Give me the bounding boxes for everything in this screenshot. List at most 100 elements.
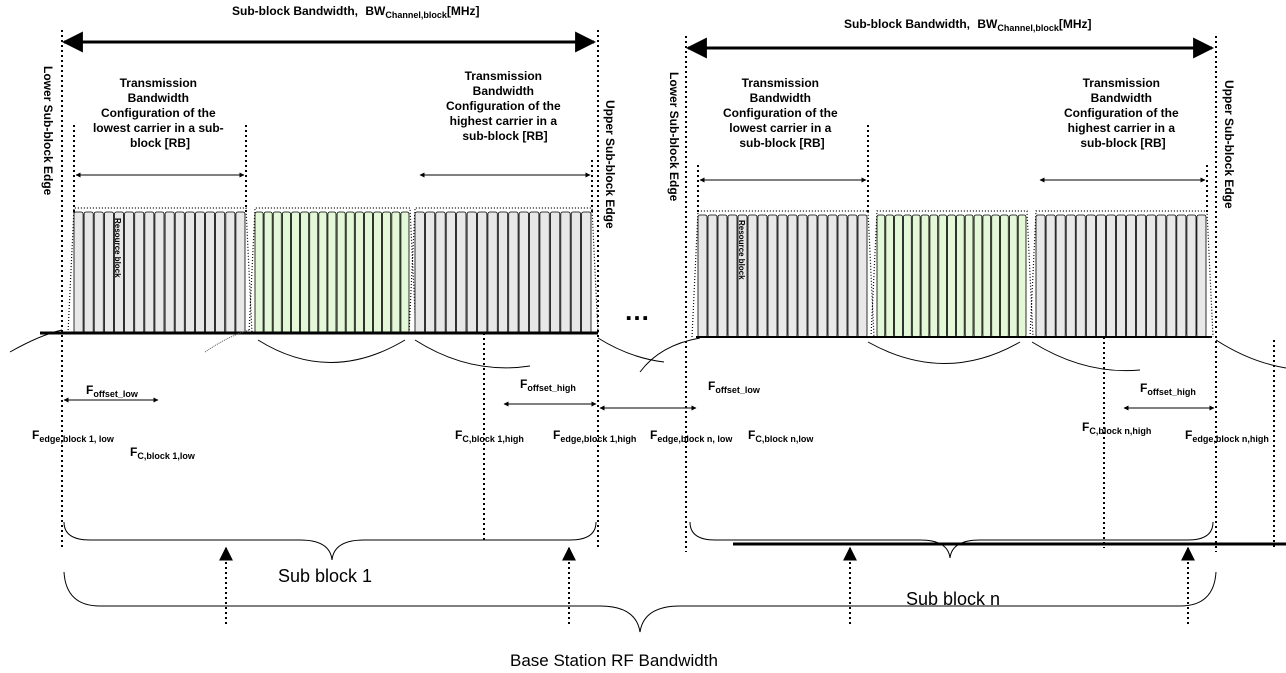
resource-block-bar xyxy=(717,214,728,338)
resource-block-bar xyxy=(560,211,571,334)
resource-block-bar xyxy=(164,211,175,334)
resource-block-bar xyxy=(424,211,436,334)
carrier-envelope xyxy=(1029,210,1214,338)
skirt-lobe2-block-1 xyxy=(414,339,531,369)
resource-block-bar xyxy=(477,211,488,334)
f-edge-low-label-block-n: Fedge,block n, low xyxy=(650,428,733,444)
resource-block-bar xyxy=(1096,214,1106,338)
resource-block-bar xyxy=(747,214,758,338)
resource-block-bar xyxy=(777,214,788,338)
upper-edge-label-block-n: Upper Sub-block Edge xyxy=(1222,80,1236,209)
resource-block-bar xyxy=(797,214,808,338)
brace-block-n xyxy=(689,521,1214,559)
f-edge-high-label-block-1: Fedge,block 1,high xyxy=(553,428,636,444)
resource-block-bar xyxy=(445,211,457,334)
resource-block-bar xyxy=(857,214,868,338)
resource-block-bar xyxy=(1045,214,1056,338)
resource-block-bar xyxy=(400,211,410,334)
skirt-lobe1-block-1 xyxy=(257,339,406,363)
resource-block-bar xyxy=(1196,214,1207,338)
resource-block-bar xyxy=(235,211,246,334)
resource-block-bar xyxy=(382,211,392,334)
sub-block-1-group: Sub-block Bandwidth, BWChannel,block[MHz… xyxy=(9,4,665,624)
resource-block-bar xyxy=(947,214,956,338)
f-c-low-label-block-1: FC,block 1,low xyxy=(130,445,196,461)
skirt-left-block-1 xyxy=(9,329,63,353)
resource-block-bar xyxy=(309,211,319,334)
resource-block-bar xyxy=(83,211,94,334)
resource-block-bar xyxy=(964,214,974,338)
resource-block-bar xyxy=(707,214,718,338)
resource-block-bar xyxy=(929,214,939,338)
resource-block-bar xyxy=(318,211,328,334)
resource-block-bar xyxy=(327,211,337,334)
ellipsis: … xyxy=(624,296,650,326)
carrier-envelope xyxy=(870,210,1034,338)
resource-block-bar xyxy=(134,211,145,334)
bw-label-block-n: Sub-block Bandwidth, BWChannel,block[MHz… xyxy=(844,17,1092,33)
resource-block-bar xyxy=(570,211,582,334)
carrier-low-block-1 xyxy=(67,207,253,334)
resource-block-bar xyxy=(956,214,965,338)
resource-block-bar xyxy=(903,214,912,338)
resource-block-bar xyxy=(215,211,226,334)
resource-block-bar xyxy=(184,211,195,334)
resource-block-bar xyxy=(817,214,828,338)
brace-block-1 xyxy=(63,521,597,561)
carrier-envelope xyxy=(248,207,417,334)
f-edge-high-label-block-n: Fedge,block n,high xyxy=(1185,428,1269,444)
skirt-right-block-n xyxy=(1215,339,1286,369)
carrier-envelope xyxy=(408,207,599,334)
resource-block-bar xyxy=(1017,214,1027,338)
resource-block-bar xyxy=(1065,214,1076,338)
upper-edge-label-block-1: Upper Sub-block Edge xyxy=(603,100,617,229)
f-c-low-label-block-n: FC,block n,low xyxy=(748,428,814,444)
sub-block-1-label: Sub block 1 xyxy=(278,566,372,586)
f-offset-low-label-block-n: Foffset_low xyxy=(708,379,761,395)
resource-block-bar xyxy=(144,211,155,334)
resource-block-bar xyxy=(1055,214,1066,338)
resource-block-bar xyxy=(1116,214,1127,338)
resource-block-bar xyxy=(466,211,477,334)
carrier-mid-block-1 xyxy=(248,207,417,334)
lower-edge-label-block-n: Lower Sub-block Edge xyxy=(667,72,681,202)
resource-block-bar xyxy=(550,211,561,334)
resource-block-bar xyxy=(373,211,383,334)
resource-block-bar xyxy=(1075,214,1086,338)
sub-block-n-label: Sub block n xyxy=(906,589,1000,609)
resource-block-bar xyxy=(363,211,373,334)
resource-block-bar xyxy=(787,214,798,338)
bw-label-block-1: Sub-block Bandwidth, BWChannel,block[MHz… xyxy=(232,4,480,20)
resource-block-bar xyxy=(194,211,205,334)
resource-block-bar xyxy=(837,214,848,338)
skirt-gap1-block-1 xyxy=(204,329,251,353)
resource-block-bar xyxy=(497,211,509,334)
resource-block-bar xyxy=(847,214,858,338)
carrier-low-block-n xyxy=(691,210,875,338)
resource-block-bar xyxy=(414,211,425,334)
resource-block-bar xyxy=(456,211,467,334)
resource-block-bar xyxy=(281,211,291,334)
resource-block-label-block-1: Resource block xyxy=(113,218,122,278)
resource-block-bar xyxy=(1146,214,1157,338)
tbc-low-text-block-n: Transmission Bandwidth Configuration of … xyxy=(723,76,841,150)
tbc-high-text-block-n: Transmission Bandwidth Configuration of … xyxy=(1064,76,1182,150)
resource-block-bar xyxy=(876,214,886,338)
resource-block-bar xyxy=(272,211,282,334)
resource-block-bar xyxy=(1000,214,1009,338)
resource-block-bar xyxy=(518,211,529,334)
resource-block-bar xyxy=(727,214,738,338)
resource-block-bar xyxy=(354,211,364,334)
resource-block-bar xyxy=(1085,214,1096,338)
skirt-gap1-block-n xyxy=(867,341,1021,364)
resource-block-bar xyxy=(225,211,236,334)
resource-block-bar xyxy=(757,214,768,338)
lower-edge-label-block-1: Lower Sub-block Edge xyxy=(41,66,55,196)
resource-block-bar xyxy=(1176,214,1187,338)
resource-block-bar xyxy=(1126,214,1137,338)
resource-block-bar xyxy=(487,211,498,334)
resource-block-bar xyxy=(911,214,921,338)
f-c-high-label-block-n: FC,block n,high xyxy=(1082,420,1151,436)
resource-block-bar xyxy=(508,211,519,334)
resource-block-bar xyxy=(885,214,894,338)
